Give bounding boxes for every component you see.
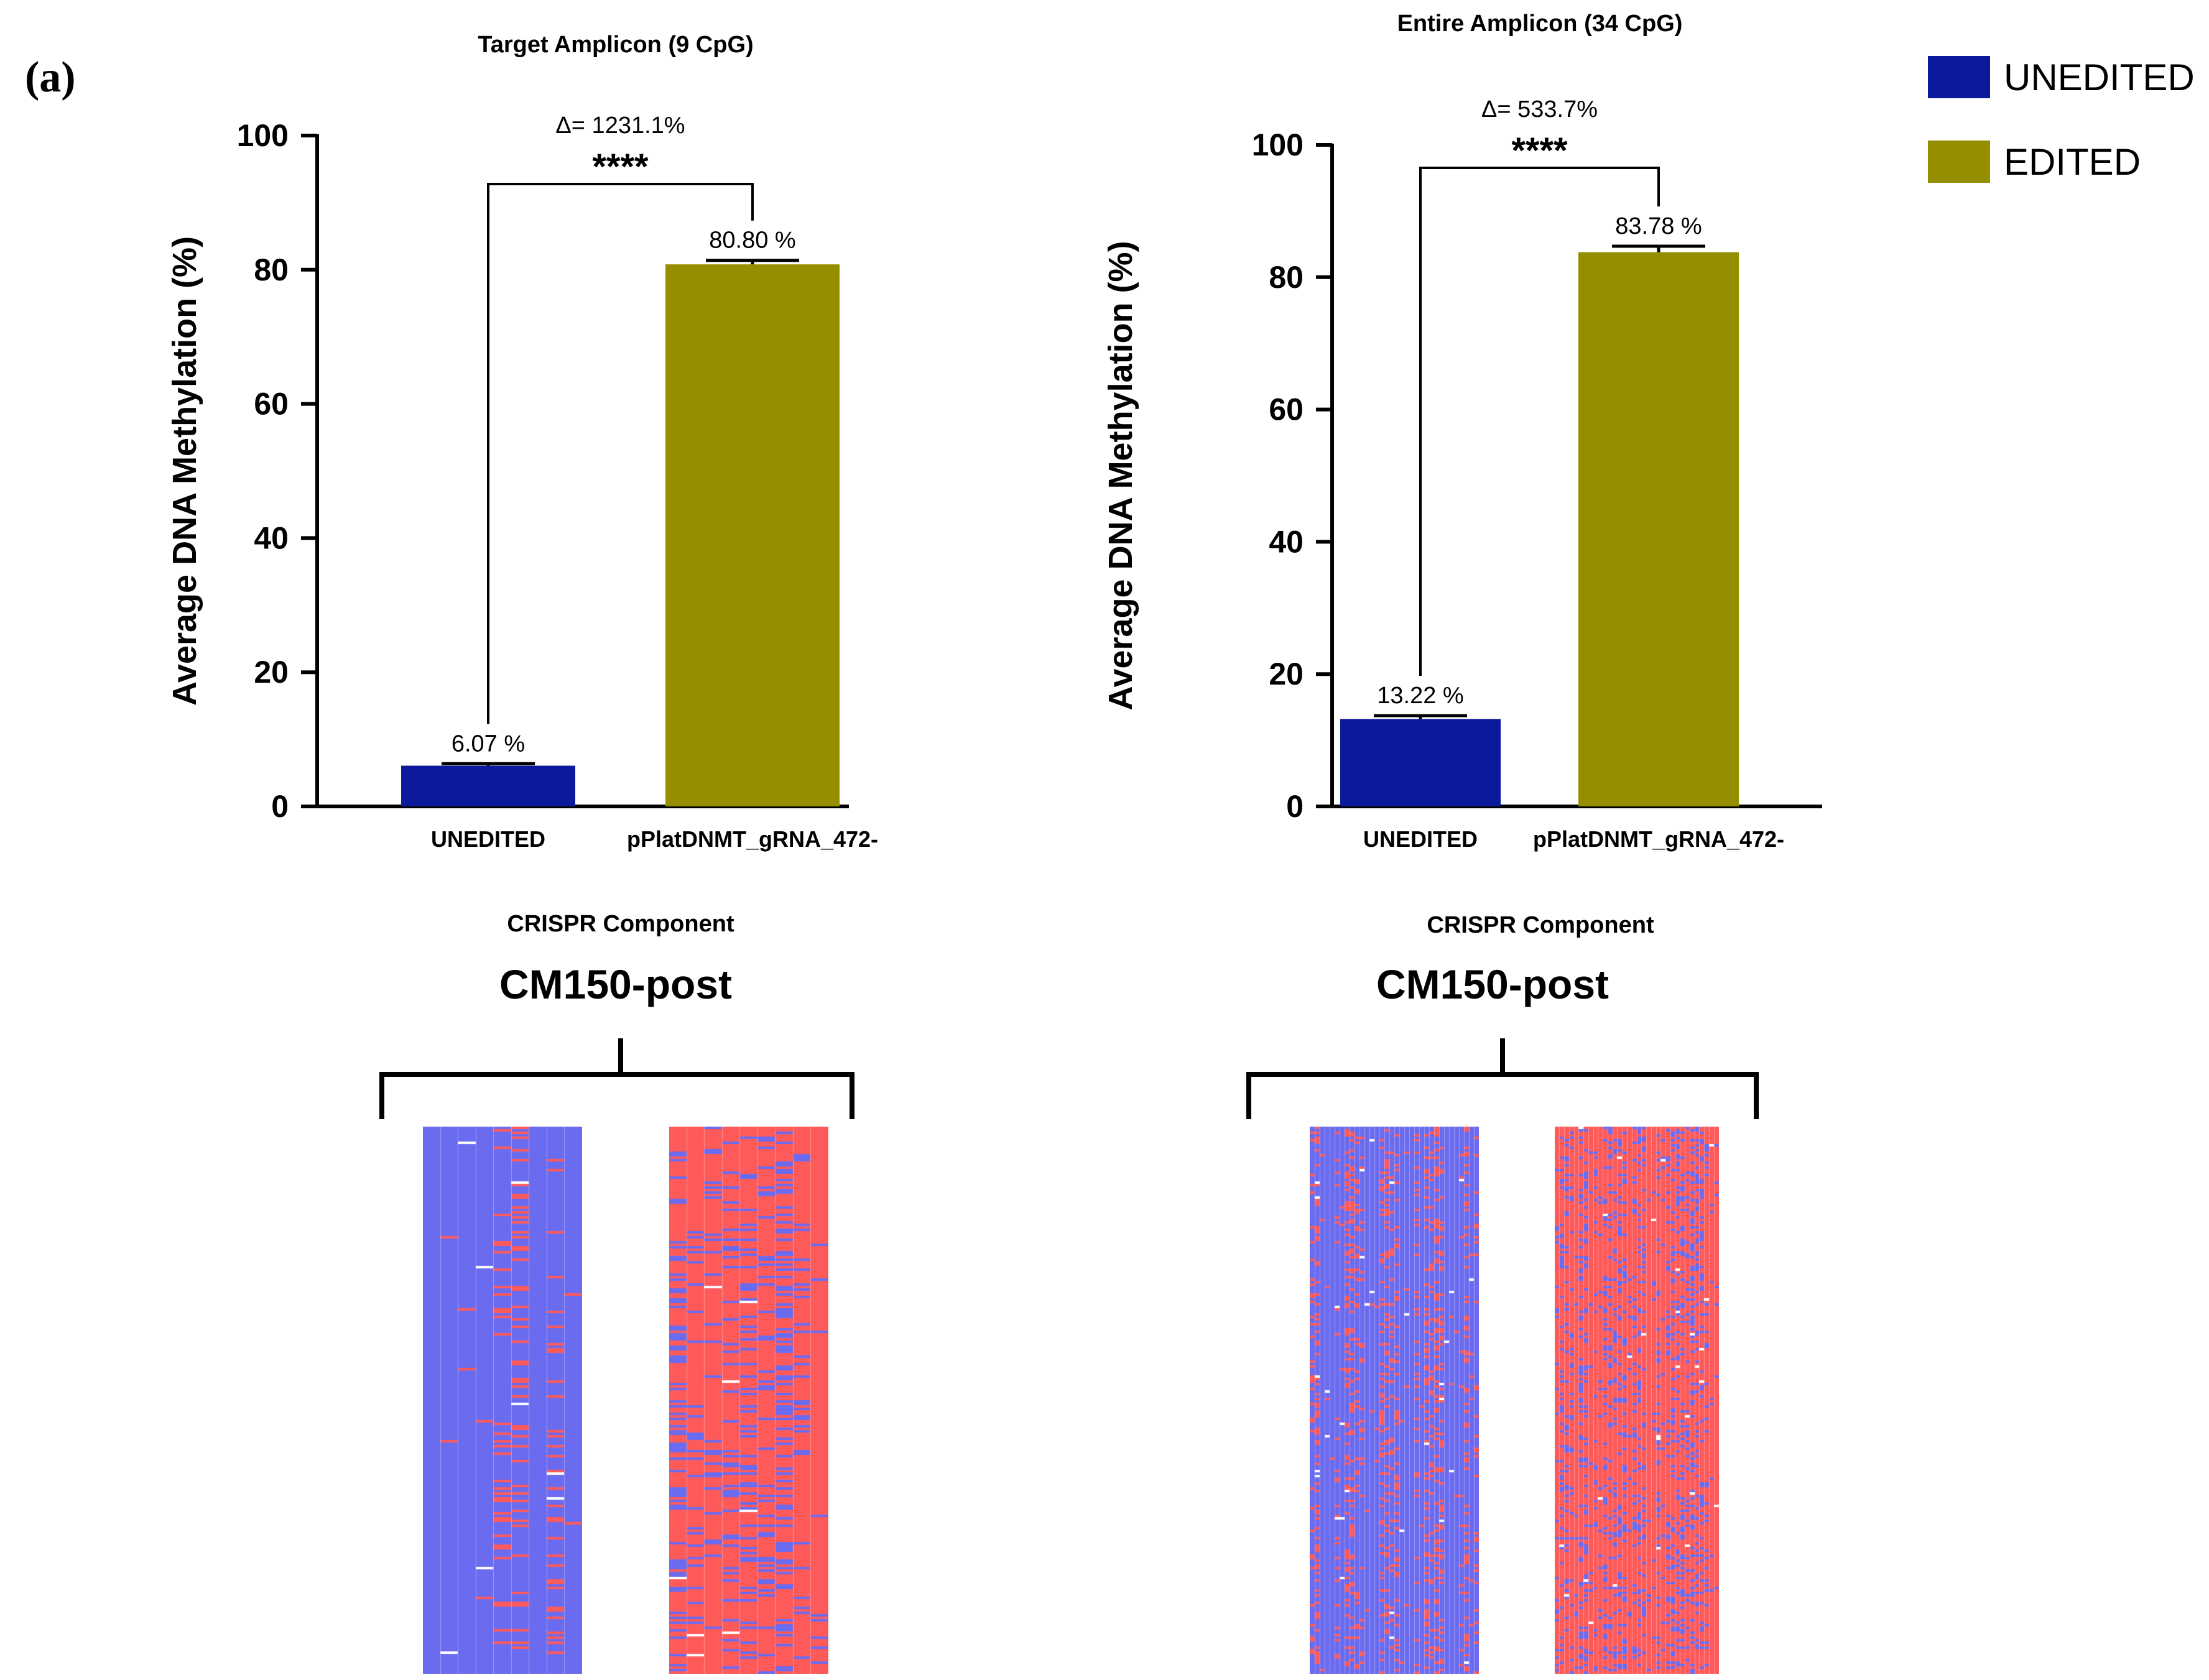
bracket-left [379,1038,854,1119]
value-label: 80.80 % [709,228,795,254]
x-axis-label: CRISPR Component [1427,912,1654,938]
heatmap-brackets [379,1038,1759,1119]
y-tick-label: 40 [254,520,289,555]
y-tick-label: 60 [254,387,289,422]
y-tick-label: 100 [237,118,289,153]
significance-stars: **** [1511,131,1568,171]
value-label: 6.07 % [452,731,525,757]
x-axis-label: CRISPR Component [507,911,734,937]
y-tick-label: 80 [1269,260,1304,295]
y-axis-label: Average DNA Methylation (%) [166,236,203,706]
bar-unedited [401,765,575,806]
x-tick-label: UNEDITED [431,826,545,852]
heatmap-title-right: CM150-post [1376,961,1609,1007]
legend-item-edited: EDITED [1928,141,2195,183]
bracket-right [1246,1038,1759,1119]
panel-label: (a) [25,53,76,101]
bar-unedited [1340,719,1501,806]
heatmap-left-edited [669,1127,828,1674]
x-tick-label: pPlatDNMT_gRNA_472- [627,826,878,852]
y-tick-label: 100 [1252,127,1304,162]
y-tick-label: 80 [254,252,289,287]
bar-edited [665,264,840,807]
y-tick-label: 0 [271,789,289,824]
heatmap-title-left: CM150-post [499,961,733,1007]
y-tick-label: 60 [1269,392,1304,427]
value-label: 83.78 % [1615,213,1702,239]
y-tick-label: 20 [254,655,289,690]
bar-edited [1578,252,1739,806]
heatmap-left-unedited [423,1127,582,1674]
value-label: 13.22 % [1377,683,1463,709]
legend: UNEDITED EDITED [1928,56,2195,225]
legend-swatch-unedited [1928,56,1990,98]
legend-item-unedited: UNEDITED [1928,56,2195,98]
significance-bracket [487,183,754,724]
legend-label-edited: EDITED [2004,141,2141,183]
heatmap-right-edited [1555,1127,1719,1674]
significance-stars: **** [592,147,649,187]
y-tick-label: 0 [1286,789,1304,824]
significance-bracket [1419,167,1660,676]
y-axis-label: Average DNA Methylation (%) [1102,241,1139,710]
delta-label: Δ= 1231.1% [555,113,685,139]
bar-chart-target-amplicon: Target Amplicon (9 CpG) 0 20 40 60 80 100 Avera… [166,32,878,937]
heatmap-right-unedited [1310,1127,1479,1674]
x-tick-label: pPlatDNMT_gRNA_472- [1533,826,1784,852]
delta-label: Δ= 533.7% [1481,96,1598,122]
chart-title: Entire Amplicon (34 CpG) [1397,11,1683,37]
legend-label-unedited: UNEDITED [2004,56,2195,98]
legend-swatch-edited [1928,141,1990,183]
bar-chart-entire-amplicon: Entire Amplicon (34 CpG) 0 20 40 60 80 100 Aver… [1102,11,1822,938]
y-tick-label: 40 [1269,524,1304,559]
y-tick-label: 20 [1269,657,1304,691]
chart-title: Target Amplicon (9 CpG) [478,32,753,58]
x-tick-label: UNEDITED [1363,826,1478,852]
